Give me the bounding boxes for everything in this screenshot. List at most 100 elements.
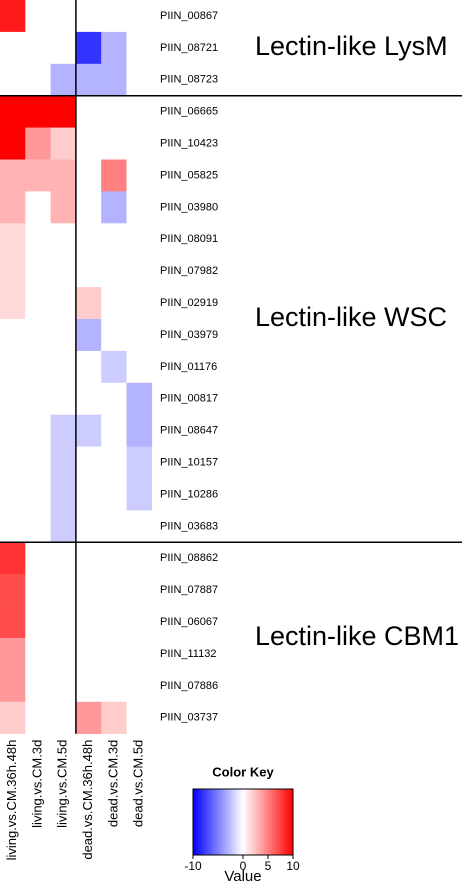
column-label: dead.vs.CM.36h.48h	[80, 740, 95, 860]
heat-cell	[0, 191, 26, 224]
heat-cell	[0, 223, 26, 256]
heat-cell	[25, 95, 51, 128]
column-label: dead.vs.CM.5d	[131, 740, 146, 827]
heat-cell	[126, 127, 153, 160]
heat-cell	[25, 127, 51, 160]
heat-cell	[25, 287, 51, 320]
heat-cell	[75, 638, 102, 671]
heat-cell	[75, 669, 102, 703]
group-label: Lectin-like CBM1	[255, 621, 459, 651]
heat-cell	[126, 542, 153, 575]
heat-cell	[126, 638, 153, 671]
row-label: PIIN_02919	[160, 297, 218, 309]
heat-cell	[25, 0, 51, 33]
heat-cell	[75, 510, 102, 543]
heat-cell	[75, 574, 102, 607]
heat-cell	[50, 319, 77, 352]
row-label: PIIN_08647	[160, 425, 218, 437]
heat-cell	[75, 0, 102, 33]
row-label: PIIN_07982	[160, 265, 218, 277]
heat-cell	[101, 255, 127, 288]
heat-cell	[50, 255, 77, 288]
column-label: living.vs.CM.36h.48h	[4, 740, 19, 861]
heat-cell	[0, 127, 26, 160]
heat-cell	[126, 446, 153, 479]
key-tick-label: 10	[286, 859, 300, 873]
heat-cell	[0, 63, 26, 96]
heat-cell	[50, 159, 77, 192]
heat-cell	[50, 287, 77, 320]
heat-cell	[126, 223, 153, 256]
heat-cell	[25, 63, 51, 96]
heat-cell	[50, 223, 77, 256]
heat-cell	[25, 31, 51, 65]
heat-cell	[101, 414, 127, 447]
heat-cell	[25, 414, 51, 447]
heat-cell	[126, 319, 153, 352]
heat-cell	[0, 31, 26, 65]
heat-cell	[101, 319, 127, 352]
group-label: Lectin-like WSC	[255, 302, 447, 332]
heat-cell	[25, 319, 51, 352]
heat-cell	[0, 255, 26, 288]
heat-cell	[0, 95, 26, 128]
heat-cell	[50, 350, 77, 384]
heat-cell	[50, 574, 77, 607]
heat-cell	[126, 478, 153, 511]
column-label: living.vs.CM.5d	[55, 740, 70, 828]
heat-cell	[101, 669, 127, 703]
column-label: living.vs.CM.3d	[29, 740, 44, 828]
heat-cell	[50, 127, 77, 160]
heat-cell	[50, 382, 77, 415]
row-label: PIIN_03737	[160, 712, 218, 724]
heat-cell	[25, 159, 51, 192]
heat-cell	[25, 638, 51, 671]
heat-cell	[0, 414, 26, 447]
heat-cell	[126, 191, 153, 224]
row-label: PIIN_08862	[160, 552, 218, 564]
row-label: PIIN_01176	[160, 361, 217, 373]
heat-cell	[75, 701, 102, 734]
heat-cell	[0, 319, 26, 352]
heat-cell	[126, 350, 153, 384]
heat-cell	[101, 287, 127, 320]
heat-cell	[25, 701, 51, 734]
heat-cell	[75, 191, 102, 224]
row-label: PIIN_03980	[160, 201, 218, 213]
heat-cell	[75, 287, 102, 320]
heat-cell	[0, 701, 26, 734]
row-label: PIIN_11132	[160, 648, 216, 660]
heat-cell	[50, 63, 77, 96]
heat-cell	[75, 606, 102, 639]
heat-cell	[126, 606, 153, 639]
row-label: PIIN_08723	[160, 74, 218, 86]
row-label: PIIN_07887	[160, 584, 218, 596]
heat-cell	[0, 446, 26, 479]
column-label: dead.vs.CM.3d	[105, 740, 120, 827]
heat-cell	[75, 31, 102, 65]
heat-cell	[50, 542, 77, 575]
heat-cell	[101, 350, 127, 384]
heat-cell	[101, 606, 127, 639]
key-tick-label: 0	[240, 859, 247, 873]
heat-cell	[0, 510, 26, 543]
heat-cell	[101, 63, 127, 96]
heat-cell	[50, 446, 77, 479]
heat-cell	[25, 382, 51, 415]
heat-cell	[126, 287, 153, 320]
heat-cell	[101, 127, 127, 160]
heat-cell	[75, 159, 102, 192]
key-tick-label: -10	[184, 859, 202, 873]
heat-cell	[0, 638, 26, 671]
heat-cell	[101, 31, 127, 65]
heat-cell	[101, 95, 127, 128]
heat-cell	[126, 63, 153, 96]
heat-cell	[75, 223, 102, 256]
row-label: PIIN_08721	[160, 42, 218, 54]
row-label: PIIN_10157	[160, 456, 218, 468]
heat-cell	[101, 542, 127, 575]
heat-cell	[101, 191, 127, 224]
heat-cell	[75, 542, 102, 575]
heat-cell	[0, 478, 26, 511]
heat-cell	[25, 669, 51, 703]
